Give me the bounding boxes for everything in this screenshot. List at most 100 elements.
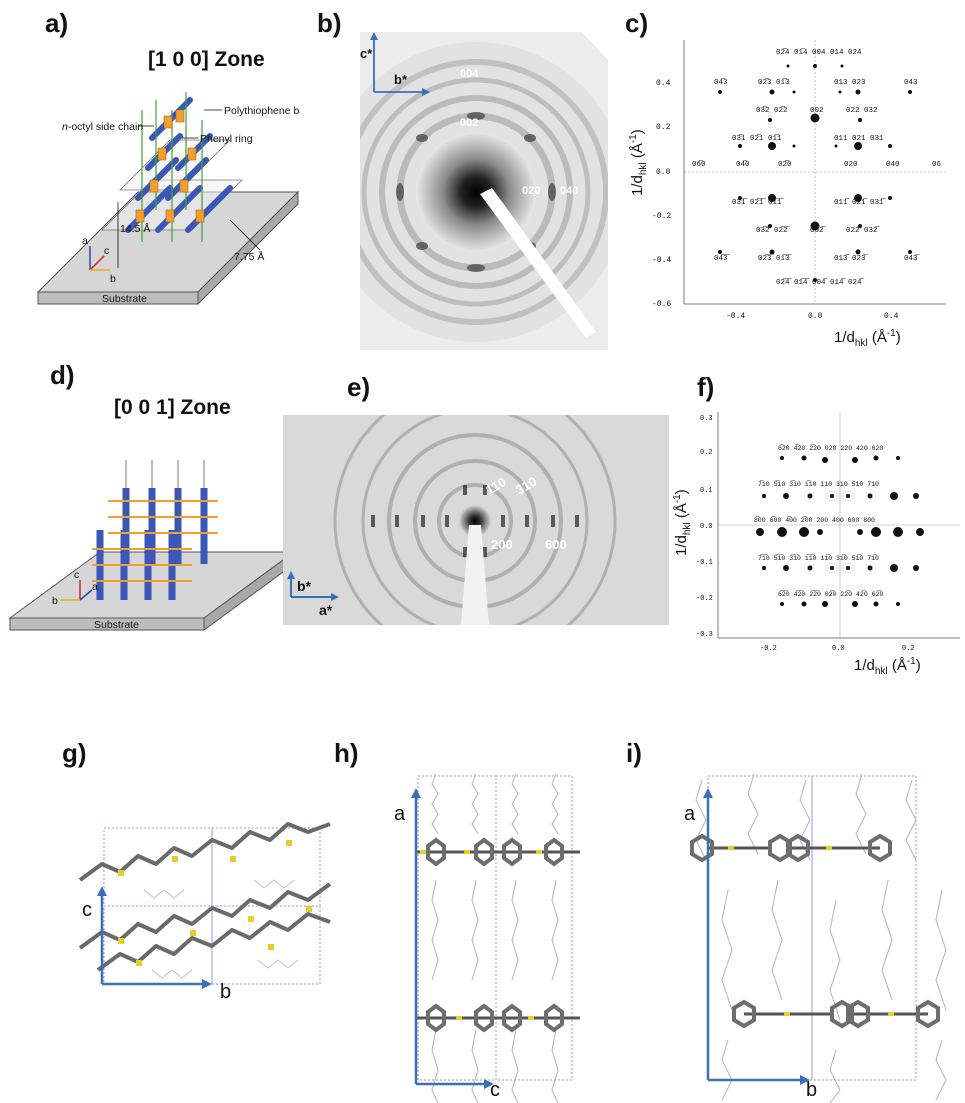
- index-row: 02̅3 01̅3: [758, 78, 790, 87]
- spot-040: 040: [560, 185, 578, 197]
- thiophene-chains: [78, 822, 332, 972]
- indexed-pattern-100: 0.4 0.2 0.0 -0.2 -0.4 -0.6 -0.4 0.0 0.4 …: [628, 40, 946, 349]
- diffraction-spots-f: [756, 455, 924, 607]
- axis-c-label-h: c: [490, 1079, 500, 1101]
- index-row: 022̅ 032̅: [846, 226, 881, 235]
- axis-c-label-d: c: [74, 569, 79, 581]
- ytick: 0.0: [700, 523, 713, 531]
- spot-002: 002: [460, 117, 478, 129]
- backbone-label: Polythiophene backbone: [224, 105, 300, 117]
- index-row: 03̅1 02̅1 01̅1: [732, 134, 782, 143]
- index-row: 7̅1̅0 5̅1̅0 3̅1̅0 1̅1̅0 11̅0 31̅0 51̅0 7…: [758, 554, 879, 562]
- index-row: 02̅0: [778, 160, 792, 169]
- y-axis-label-c: 1/dhkl (Å-1): [628, 129, 649, 196]
- panel-label-e: e): [347, 372, 371, 402]
- ytick: 0.3: [700, 415, 713, 423]
- phenyl-rings-h: [416, 837, 580, 1033]
- panel-label-f: f): [697, 372, 715, 402]
- zone-title-100: [1 0 0] Zone: [148, 48, 265, 71]
- spot-600: 600: [545, 537, 567, 552]
- panel-label-h: h): [334, 738, 359, 768]
- spot-004: 004: [460, 68, 479, 80]
- polymer-stack: [125, 92, 233, 242]
- index-row: 02̅4̅ 01̅4̅ 004̅ 014̅ 024̅: [776, 278, 865, 287]
- index-row: 013̅ 023̅: [834, 254, 869, 263]
- index-row: 06: [932, 161, 942, 169]
- panel-label-d: d): [50, 360, 75, 390]
- axis-a-label-d: a: [92, 581, 98, 593]
- ytick: -0.2: [696, 595, 713, 603]
- ytick: -0.4: [652, 256, 671, 265]
- xtick: 0.4: [884, 312, 899, 321]
- xtick: -0.2: [760, 645, 777, 653]
- packing-view-g: c b: [78, 822, 332, 1000]
- ytick: -0.3: [696, 631, 713, 639]
- index-row: 8̅00 6̅00 4̅00 2̅00 200 400 600 800: [754, 516, 875, 524]
- packing-view-h: a c: [394, 773, 580, 1103]
- ytick: 0.1: [700, 487, 713, 495]
- diffraction-pattern-100: 004 002 020 040 c* b*: [360, 32, 608, 350]
- index-row: 002: [810, 107, 824, 115]
- index-row: 03̅2 02̅2: [756, 106, 788, 115]
- index-row: 02̅3̅ 01̅3̅: [758, 254, 793, 263]
- xtick: 0.0: [808, 312, 823, 321]
- index-row: 043̅: [904, 254, 921, 263]
- substrate-label-d: Substrate: [94, 619, 139, 631]
- diffraction-pattern-001: 110 310 200 600 b* a*: [283, 415, 669, 625]
- axis-b-label: b: [110, 273, 116, 285]
- index-row: 020: [844, 161, 858, 169]
- axis-b-star: b*: [394, 72, 408, 87]
- xtick: -0.4: [726, 312, 745, 321]
- axis-b-label-d: b: [52, 595, 58, 607]
- phenyl-label: Phenyl ring: [200, 133, 253, 145]
- dimension-14-5: 14.5 Å: [120, 222, 150, 235]
- axis-a-label-h: a: [394, 803, 406, 825]
- xtick: 0.2: [902, 645, 915, 653]
- axis-b-label-g: b: [220, 981, 231, 1000]
- ytick: 0.4: [656, 79, 671, 88]
- index-row: 002̅: [810, 226, 827, 235]
- panel-label-i: i): [626, 738, 642, 768]
- ytick: -0.6: [652, 300, 671, 309]
- ytick: -0.2: [652, 212, 671, 221]
- axis-a-label: a: [82, 235, 88, 247]
- phenyl-rings-i: [690, 833, 940, 1029]
- panel-label-b: b): [317, 8, 342, 38]
- zone-title-001: [0 0 1] Zone: [114, 396, 231, 419]
- panel-label-a: a): [45, 8, 69, 38]
- schematic-100-zone: Substrate 14.5 Å 7.75 Å: [36, 92, 300, 306]
- x-axis-label-f: 1/dhkl (Å-1): [854, 656, 921, 676]
- axis-c-star: c*: [360, 46, 373, 61]
- ytick: 0.2: [700, 449, 713, 457]
- index-row: 6̅20 4̅20 2̅20 020 220 420 620: [778, 444, 883, 452]
- index-row: 03̅2̅ 02̅2̅: [756, 226, 791, 235]
- axis-c-label-g: c: [82, 899, 92, 921]
- index-row: 06̅0: [692, 160, 706, 169]
- index-row: 04̅0: [736, 160, 750, 169]
- index-row: 04̅3̅: [714, 254, 731, 263]
- axis-b-star-e: b*: [297, 578, 312, 594]
- index-row: 040: [886, 161, 900, 169]
- index-row: 043: [904, 79, 918, 87]
- spot-200: 200: [491, 537, 513, 552]
- index-row: 7̅10 5̅10 3̅10 1̅10 110 310 510 710: [758, 480, 879, 488]
- ytick: 0.2: [656, 123, 671, 132]
- index-row: 022 032: [846, 107, 878, 115]
- index-row: 011 021 031: [834, 135, 884, 143]
- x-axis-label-c: 1/dhkl (Å-1): [834, 328, 901, 349]
- dimension-7-75: 7.75 Å: [234, 250, 264, 263]
- panel-label-g: g): [62, 738, 87, 768]
- ytick: -0.1: [696, 559, 713, 567]
- schematic-001-zone: Substrate c a b: [8, 460, 296, 631]
- axis-b-label-i: b: [806, 1079, 817, 1101]
- ytick: 0.0: [656, 168, 671, 177]
- side-chain-label: n-octyl side chain: [62, 121, 143, 133]
- index-row: 03̅1̅ 02̅1̅ 01̅1̅: [732, 198, 785, 207]
- index-row: 6̅2̅0 4̅2̅0 2̅2̅0 02̅0 22̅0 42̅0 62̅0: [778, 590, 883, 598]
- index-row: 04̅3: [714, 78, 728, 87]
- index-row: 011̅ 021̅ 031̅: [834, 198, 887, 207]
- packing-view-i: a b: [684, 773, 947, 1103]
- spot-020: 020: [522, 185, 540, 197]
- indexed-pattern-001: 0.3 0.2 0.1 0.0 -0.1 -0.2 -0.3 -0.2 0.0 …: [672, 412, 960, 676]
- index-row: 013 023: [834, 79, 866, 87]
